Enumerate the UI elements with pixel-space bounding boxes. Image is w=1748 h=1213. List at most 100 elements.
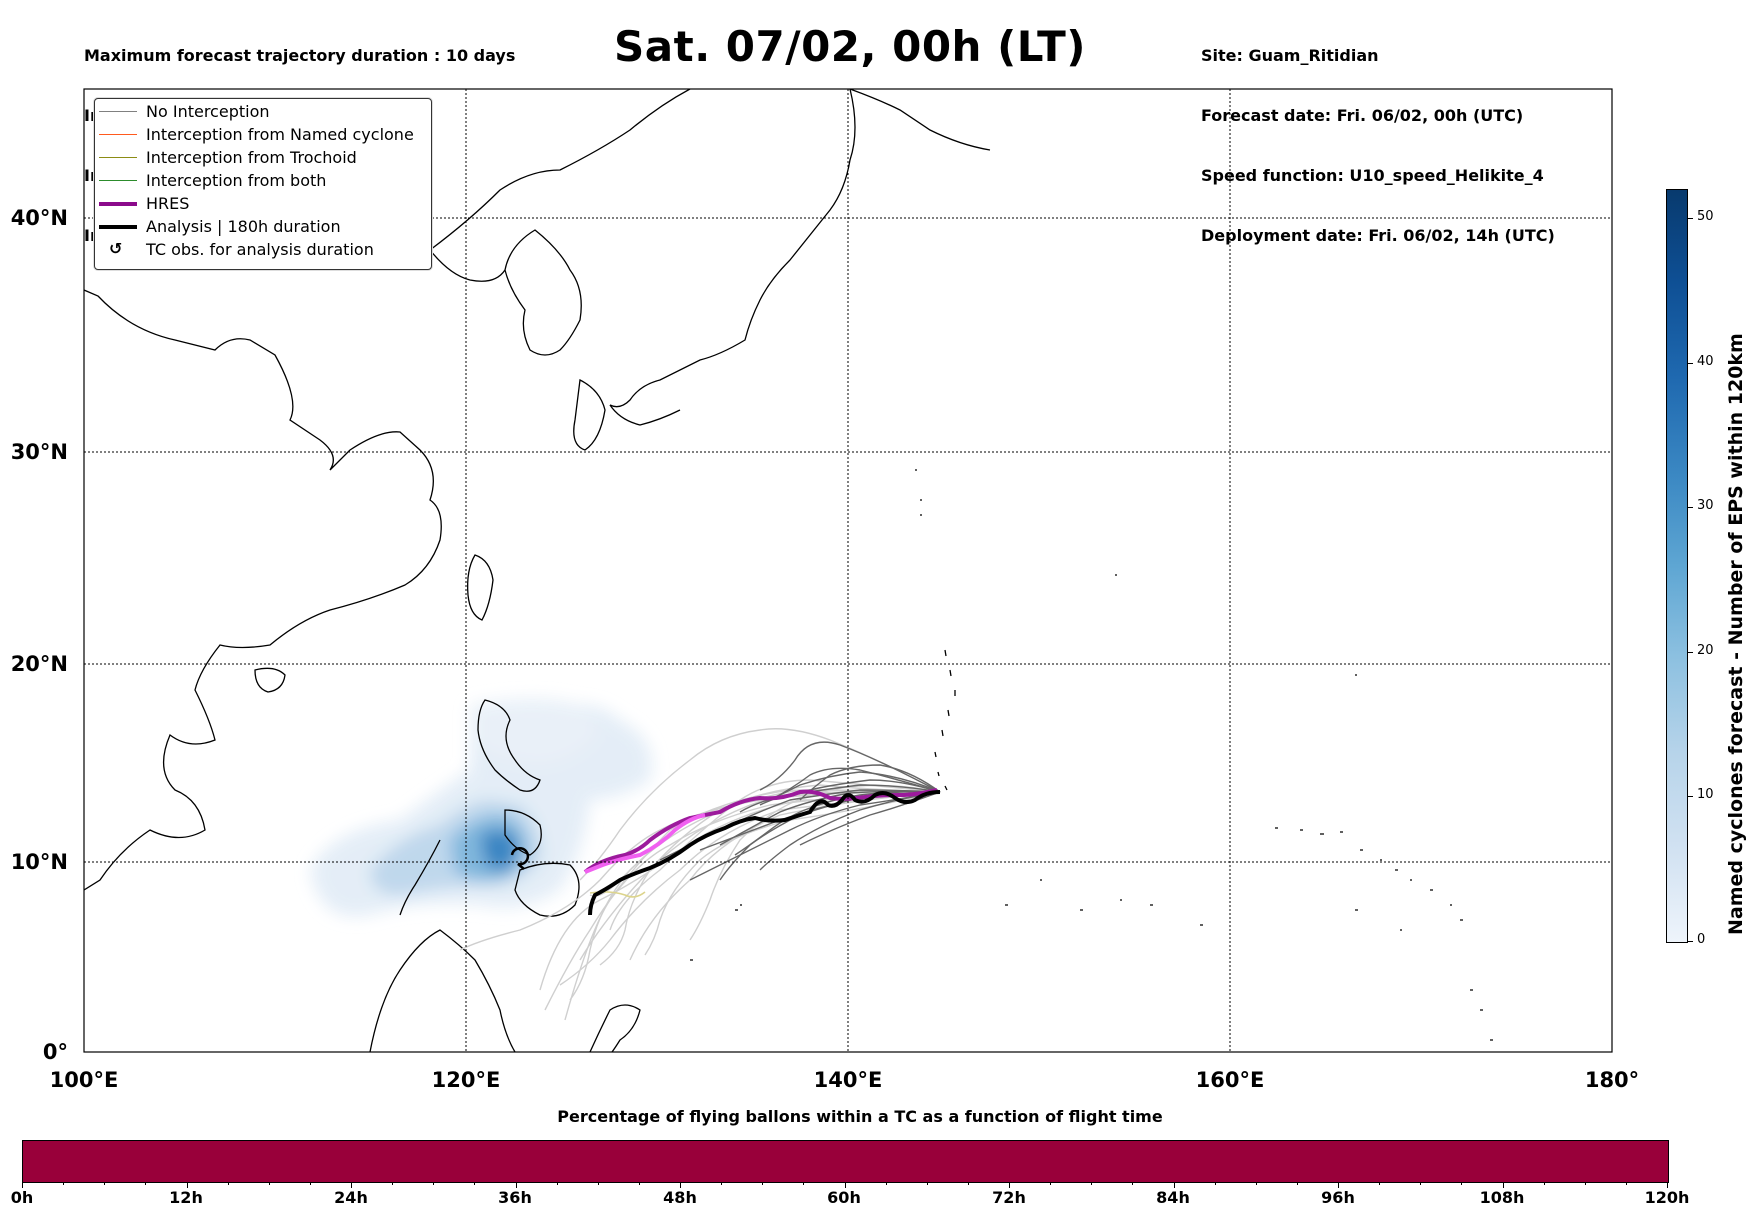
flight-bar-tick [1667, 1182, 1668, 1188]
legend-item: Analysis | 180h duration [95, 216, 431, 238]
flight-bar-tick [721, 1182, 723, 1185]
colorbar-tick-label: 40 [1697, 354, 1714, 369]
flight-bar-tick [638, 1182, 640, 1185]
hres-trajectory-late [584, 813, 706, 874]
flight-bar-tick [1584, 1182, 1586, 1185]
flight-bar-tick [309, 1182, 311, 1185]
colorbar-title: Named cyclones forecast - Number of EPS … [1725, 333, 1747, 935]
flight-bar-tick [1050, 1182, 1052, 1185]
flight-bar-tick [474, 1182, 476, 1185]
flight-bar-tick [556, 1182, 558, 1185]
header-right-line: Speed function: U10_speed_Helikite_4 [1201, 166, 1544, 185]
flight-time-bar [22, 1140, 1669, 1183]
flight-bar-tick [268, 1182, 270, 1185]
flight-bar-tick-label: 36h [498, 1188, 532, 1207]
flight-bar-tick-label: 120h [1644, 1188, 1690, 1207]
legend-label: Interception from Named cyclone [146, 125, 414, 144]
cyclone-icon: ↺ [109, 239, 123, 258]
flight-bar-tick [1132, 1182, 1134, 1185]
flight-bar-tick [926, 1182, 928, 1185]
legend-swatch [99, 134, 137, 135]
flight-bar-tick-label: 0h [10, 1188, 34, 1207]
legend-item: Interception from both [95, 170, 431, 192]
legend-label: HRES [146, 194, 190, 213]
lat-tick-label: 20°N [11, 652, 68, 676]
flight-bar-tick [515, 1182, 517, 1188]
colorbar-tick [1687, 507, 1693, 508]
colorbar-tick-label: 50 [1697, 209, 1714, 224]
flight-bar-tick [351, 1182, 352, 1188]
eps-density-cloud [310, 698, 652, 917]
flight-bar-tick [885, 1182, 887, 1185]
flight-bar-tick [1009, 1182, 1010, 1188]
header-right-line: Forecast date: Fri. 06/02, 00h (UTC) [1201, 106, 1524, 125]
flight-bar-tick [227, 1182, 229, 1185]
flight-bar-tick [1214, 1182, 1216, 1185]
flight-bar-tick [762, 1182, 764, 1185]
flight-bar-tick [1379, 1182, 1381, 1185]
flight-bar-tick [186, 1182, 188, 1188]
header-right-line: Deployment date: Fri. 06/02, 14h (UTC) [1201, 226, 1555, 245]
flight-bar-tick-label: 96h [1321, 1188, 1355, 1207]
flight-bar-tick [1173, 1182, 1175, 1188]
colorbar-tick-label: 10 [1697, 787, 1714, 802]
colorbar-tick-label: 0 [1697, 932, 1706, 947]
flight-bar-tick [145, 1182, 147, 1185]
flight-bar-tick [1338, 1182, 1339, 1188]
flight-bar-tick-label: 12h [169, 1188, 203, 1207]
flight-bar-tick [1420, 1182, 1422, 1185]
eps-colorbar [1666, 189, 1688, 943]
coastlines [84, 89, 1493, 1052]
flight-bar-tick [803, 1182, 805, 1185]
flight-bar-tick [1461, 1182, 1463, 1185]
flight-bar-tick-label: 24h [334, 1188, 368, 1207]
lon-tick-label: 120°E [432, 1068, 501, 1092]
flight-bar-tick [104, 1182, 106, 1185]
legend-label: TC obs. for analysis duration [146, 240, 374, 259]
legend-swatch [99, 180, 137, 181]
header-right-line: Site: Guam_Ritidian [1201, 46, 1379, 65]
map-legend: No Interception Interception from Named … [94, 98, 432, 270]
colorbar-tick [1687, 796, 1693, 797]
flight-bar-tick [1502, 1182, 1504, 1188]
map-gridlines [84, 89, 1612, 1052]
legend-swatch [99, 225, 137, 229]
legend-label: Interception from both [146, 171, 327, 190]
flight-bar-tick [844, 1182, 846, 1188]
flight-bar-tick-label: 48h [663, 1188, 697, 1207]
page-title: Sat. 07/02, 00h (LT) [614, 22, 1086, 71]
colorbar-tick [1687, 941, 1693, 942]
colorbar-tick-label: 20 [1697, 643, 1714, 658]
colorbar-tick-label: 30 [1697, 498, 1714, 513]
lat-tick-label: 40°N [11, 206, 68, 230]
flight-bar-tick [1091, 1182, 1093, 1185]
flight-bar-tick-label: 108h [1479, 1188, 1525, 1207]
legend-label: Analysis | 180h duration [146, 217, 341, 236]
flight-bar-tick-label: 60h [827, 1188, 861, 1207]
legend-swatch [99, 202, 137, 206]
flight-bar-tick-label: 72h [992, 1188, 1026, 1207]
flight-bar-tick [680, 1182, 681, 1188]
flight-bar-tick [63, 1182, 65, 1185]
flight-bar-tick [392, 1182, 394, 1185]
legend-label: No Interception [146, 102, 270, 121]
lat-tick-label: 0° [43, 1040, 68, 1064]
flight-bar-tick [22, 1182, 23, 1188]
flight-bar-tick [1296, 1182, 1298, 1185]
legend-label: Interception from Trochoid [146, 148, 357, 167]
flight-bar-tick [433, 1182, 435, 1185]
flight-bar-tick [1543, 1182, 1545, 1185]
flight-bar-tick [967, 1182, 969, 1185]
header-left-line: Maximum forecast trajectory duration : 1… [84, 46, 516, 65]
legend-item: No Interception [95, 101, 431, 123]
colorbar-tick [1687, 652, 1693, 653]
colorbar-tick [1687, 218, 1693, 219]
flight-bar-tick-label: 84h [1156, 1188, 1190, 1207]
lat-tick-label: 30°N [11, 440, 68, 464]
legend-item: Interception from Named cyclone [95, 124, 431, 146]
legend-item: Interception from Trochoid [95, 147, 431, 169]
colorbar-tick [1687, 363, 1693, 364]
header-right: Site: Guam_Ritidian Forecast date: Fri. … [1201, 6, 1555, 266]
legend-swatch [99, 157, 137, 158]
flight-bar-title: Percentage of flying ballons within a TC… [557, 1107, 1163, 1126]
